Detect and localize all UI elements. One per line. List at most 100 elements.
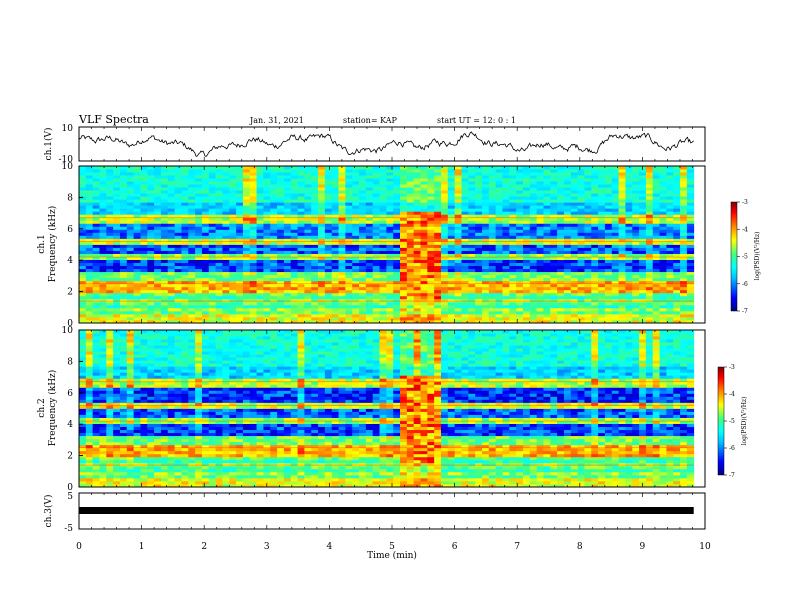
spectrogram-cell — [277, 298, 285, 303]
spectrogram-cell — [652, 277, 660, 282]
spectrogram-cell — [652, 256, 660, 260]
spectrogram-cell — [577, 304, 585, 309]
spectrogram-cell — [666, 316, 674, 321]
spectrogram-cell — [427, 286, 435, 291]
spectrogram-cell — [133, 190, 141, 194]
spectrogram-cell — [99, 351, 107, 355]
spectrogram-cell — [427, 283, 435, 288]
spectrogram-cell — [618, 241, 626, 245]
spectrogram-cell — [79, 178, 87, 182]
spectrogram-cell — [632, 193, 640, 197]
spectrogram-cell — [659, 217, 667, 221]
spectrogram-cell — [509, 166, 517, 170]
spectrogram-cell — [263, 298, 271, 303]
spectrogram-cell — [509, 268, 517, 273]
spectrogram-cell — [475, 208, 483, 212]
spectrogram-cell — [570, 178, 579, 182]
spectrogram-cell — [584, 205, 592, 209]
spectrogram-cell — [577, 184, 585, 188]
spectrogram-cell — [406, 265, 415, 270]
spectrogram-cell — [167, 226, 176, 230]
spectrogram-cell — [297, 307, 305, 312]
spectrogram-cell — [400, 262, 408, 267]
spectrogram-cell — [277, 310, 285, 315]
spectrogram-cell — [154, 247, 162, 251]
spectrogram-cell — [133, 181, 141, 185]
spectrogram-cell — [550, 193, 558, 197]
spectrogram-cell — [632, 241, 640, 245]
spectrogram-cell — [447, 169, 456, 173]
spectrogram-cell — [570, 283, 579, 288]
spectrogram-cell — [673, 316, 681, 321]
spectrogram-cell — [119, 265, 128, 270]
spectrogram-cell — [79, 483, 87, 488]
spectrogram-cell — [99, 480, 107, 485]
spectrogram-cell — [427, 199, 435, 203]
spectrogram-cell — [79, 348, 87, 352]
spectrogram-cell — [160, 187, 169, 191]
spectrogram-cell — [92, 226, 100, 230]
spectrogram-cell — [297, 271, 305, 276]
spectrogram-cell — [263, 268, 271, 273]
spectrogram-cell — [488, 283, 497, 288]
spectrogram-cell — [543, 319, 551, 324]
spectrogram-cell — [570, 259, 579, 264]
spectrogram-cell — [570, 295, 579, 300]
ch1-colorbar: -3-4-5-6-7 log(PSD)(V²/Hz) — [730, 199, 761, 315]
spectrogram-cell — [441, 223, 449, 227]
spectrogram-cell — [536, 178, 544, 182]
spectrogram-cell — [516, 208, 524, 212]
spectrogram-cell — [167, 181, 176, 185]
spectrogram-cell — [365, 280, 374, 285]
spectrogram-cell — [618, 199, 626, 203]
spectrogram-cell — [311, 313, 319, 318]
spectrogram-cell — [591, 259, 599, 264]
spectrogram-cell — [536, 307, 544, 312]
spectrogram-cell — [468, 304, 476, 309]
spectrogram-cell — [454, 220, 462, 224]
spectrogram-cell — [625, 178, 633, 182]
spectrogram-cell — [277, 223, 285, 227]
spectrogram-cell — [126, 193, 135, 197]
spectrogram-cell — [673, 196, 681, 200]
spectrogram-cell — [236, 238, 244, 242]
spectrogram-cell — [618, 304, 626, 309]
spectrogram-cell — [160, 307, 169, 312]
spectrogram-cell — [632, 187, 640, 191]
spectrogram-cell — [283, 259, 292, 264]
spectrogram-cell — [488, 292, 497, 297]
spectrogram-cell — [598, 298, 606, 303]
spectrogram-cell — [413, 310, 421, 315]
spectrogram-cell — [645, 235, 654, 239]
spectrogram-cell — [318, 259, 326, 264]
spectrogram-cell — [79, 244, 87, 248]
spectrogram-cell — [413, 265, 421, 270]
spectrogram-cell — [406, 250, 415, 254]
spectrogram-cell — [222, 247, 230, 251]
spectrogram-cell — [201, 187, 210, 191]
spectrogram-cell — [297, 298, 305, 303]
spectrogram-cell — [666, 178, 674, 182]
spectrogram-cell — [79, 250, 87, 254]
spectrogram-cell — [79, 381, 87, 385]
spectrogram-cell — [639, 217, 647, 221]
spectrogram-cell — [652, 232, 660, 236]
spectrogram-cell — [529, 253, 538, 257]
spectrogram-cell — [113, 274, 121, 279]
spectrogram-cell — [413, 292, 421, 297]
spectrogram-cell — [625, 223, 633, 227]
spectrogram-cell — [639, 310, 647, 315]
spectrogram-cell — [481, 268, 490, 273]
spectrogram-cell — [488, 241, 497, 245]
spectrogram-cell — [242, 196, 251, 200]
spectrogram-cell — [652, 295, 660, 300]
spectrogram-cell — [639, 229, 647, 233]
spectrogram-cell — [160, 313, 169, 318]
spectrogram-cell — [304, 220, 312, 224]
spectrogram-cell — [290, 193, 298, 197]
spectrogram-cell — [270, 235, 278, 239]
spectrogram-cell — [434, 220, 442, 224]
spectrogram-cell — [99, 405, 107, 409]
spectrogram-cell — [379, 169, 387, 173]
spectrogram-cell — [359, 190, 367, 194]
